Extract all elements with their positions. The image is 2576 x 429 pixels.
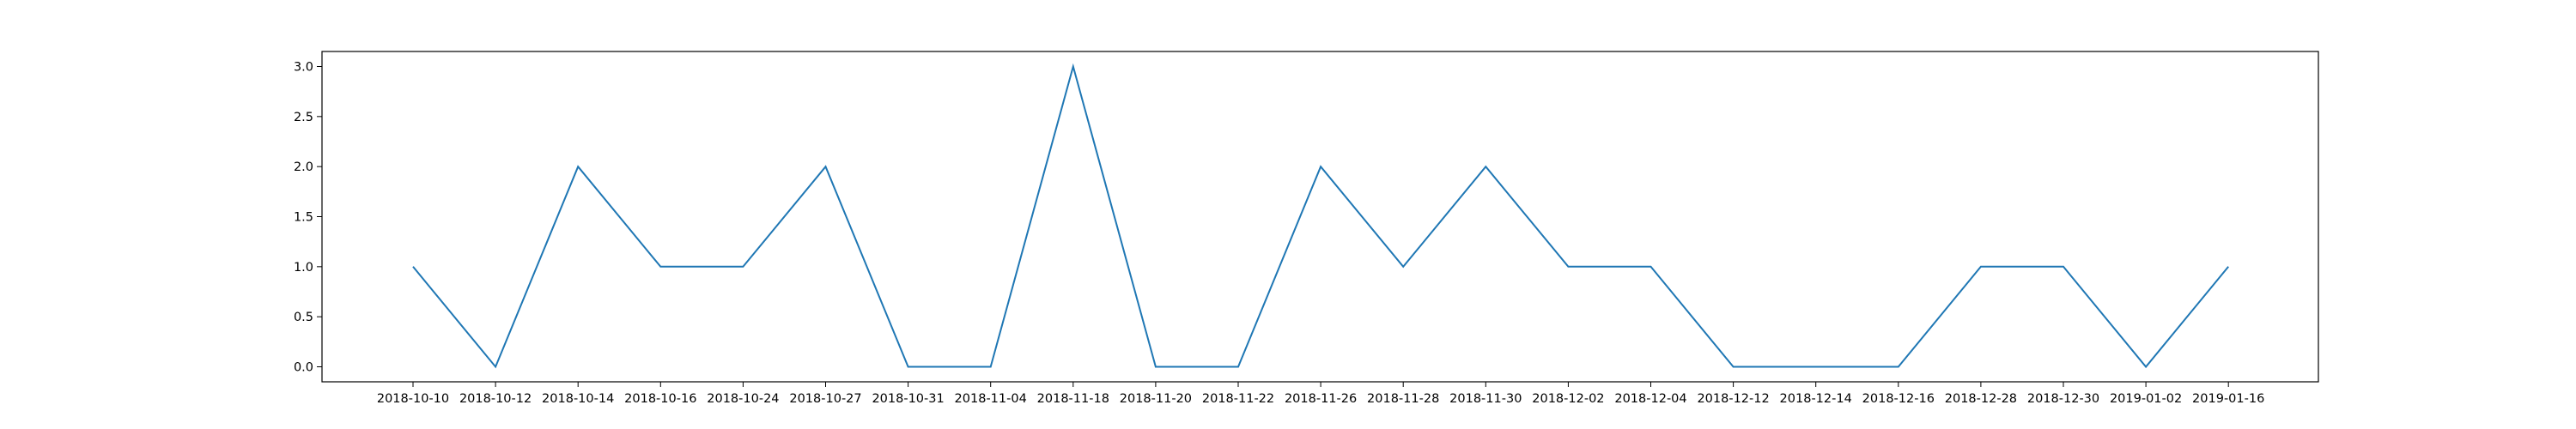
x-tick-label: 2018-12-14 bbox=[1780, 392, 1852, 406]
x-tick-label: 2018-11-04 bbox=[955, 392, 1027, 406]
y-axis: 0.0 0.5 1.0 1.5 2.0 2.5 3.0 bbox=[294, 61, 322, 375]
x-axis: 2018-10-10 2018-10-12 2018-10-14 2018-10-16… bbox=[377, 382, 2264, 406]
series-line bbox=[412, 63, 2229, 369]
x-tick-label: 2018-11-26 bbox=[1285, 392, 1357, 406]
x-tick-label: 2018-12-30 bbox=[2027, 392, 2099, 406]
x-tick-label: 2019-01-02 bbox=[2110, 392, 2182, 406]
x-tick-label: 2018-10-31 bbox=[872, 392, 944, 406]
x-tick-label: 2018-12-12 bbox=[1697, 392, 1769, 406]
x-tick-label: 2018-10-14 bbox=[542, 392, 614, 406]
y-tick-label: 0.0 bbox=[294, 361, 313, 375]
x-tick-label: 2018-12-28 bbox=[1945, 392, 2017, 406]
y-tick-label: 0.5 bbox=[294, 311, 313, 324]
y-tick-label: 1.5 bbox=[294, 211, 313, 225]
x-tick-label: 2019-01-16 bbox=[2192, 392, 2264, 406]
x-tick-label: 2018-11-28 bbox=[1367, 392, 1439, 406]
x-tick-label: 2018-11-20 bbox=[1120, 392, 1192, 406]
x-tick-label: 2018-10-24 bbox=[707, 392, 779, 406]
x-tick-label: 2018-11-18 bbox=[1037, 392, 1109, 406]
series-layer bbox=[412, 63, 2229, 369]
y-tick-label: 2.0 bbox=[294, 160, 313, 174]
x-tick-label: 2018-12-02 bbox=[1532, 392, 1604, 406]
x-tick-label: 2018-12-16 bbox=[1862, 392, 1935, 406]
y-tick-label: 2.5 bbox=[294, 111, 313, 124]
y-tick-label: 3.0 bbox=[294, 61, 313, 75]
y-tick-label: 1.0 bbox=[294, 261, 313, 275]
plot-area bbox=[321, 51, 2319, 383]
x-tick-label: 2018-10-16 bbox=[624, 392, 696, 406]
x-tick-label: 2018-10-27 bbox=[789, 392, 861, 406]
x-tick-label: 2018-10-10 bbox=[377, 392, 449, 406]
x-tick-label: 2018-12-04 bbox=[1614, 392, 1686, 406]
x-tick-label: 2018-10-12 bbox=[459, 392, 532, 406]
x-tick-label: 2018-11-30 bbox=[1449, 392, 1522, 406]
x-tick-label: 2018-11-22 bbox=[1202, 392, 1274, 406]
